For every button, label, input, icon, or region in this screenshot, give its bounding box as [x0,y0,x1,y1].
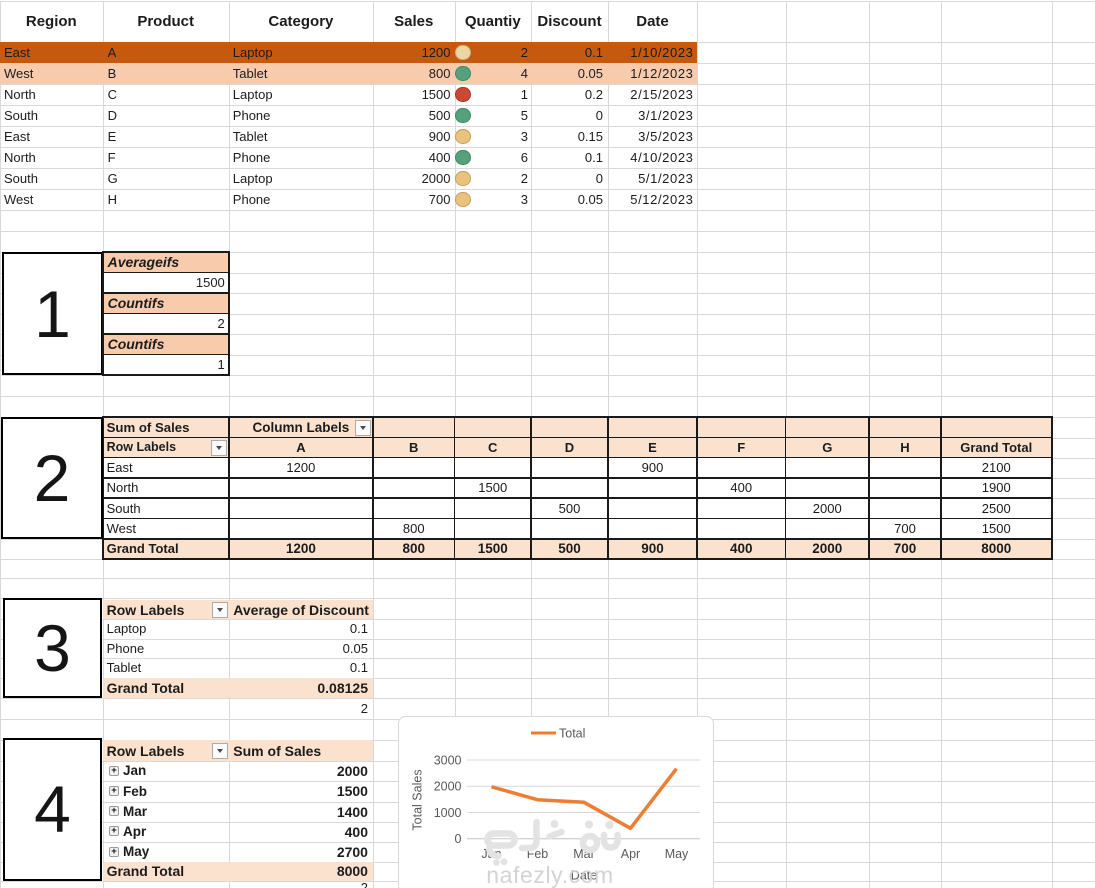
svg-text:1000: 1000 [434,805,462,819]
svg-text:2000: 2000 [434,779,462,793]
svg-text:Date: Date [571,868,597,882]
svg-text:3000: 3000 [434,753,462,767]
svg-text:Total: Total [559,726,585,740]
svg-text:0: 0 [455,832,462,846]
svg-text:May: May [665,847,689,861]
svg-text:Total Sales: Total Sales [411,769,425,830]
svg-text:Apr: Apr [621,847,640,861]
